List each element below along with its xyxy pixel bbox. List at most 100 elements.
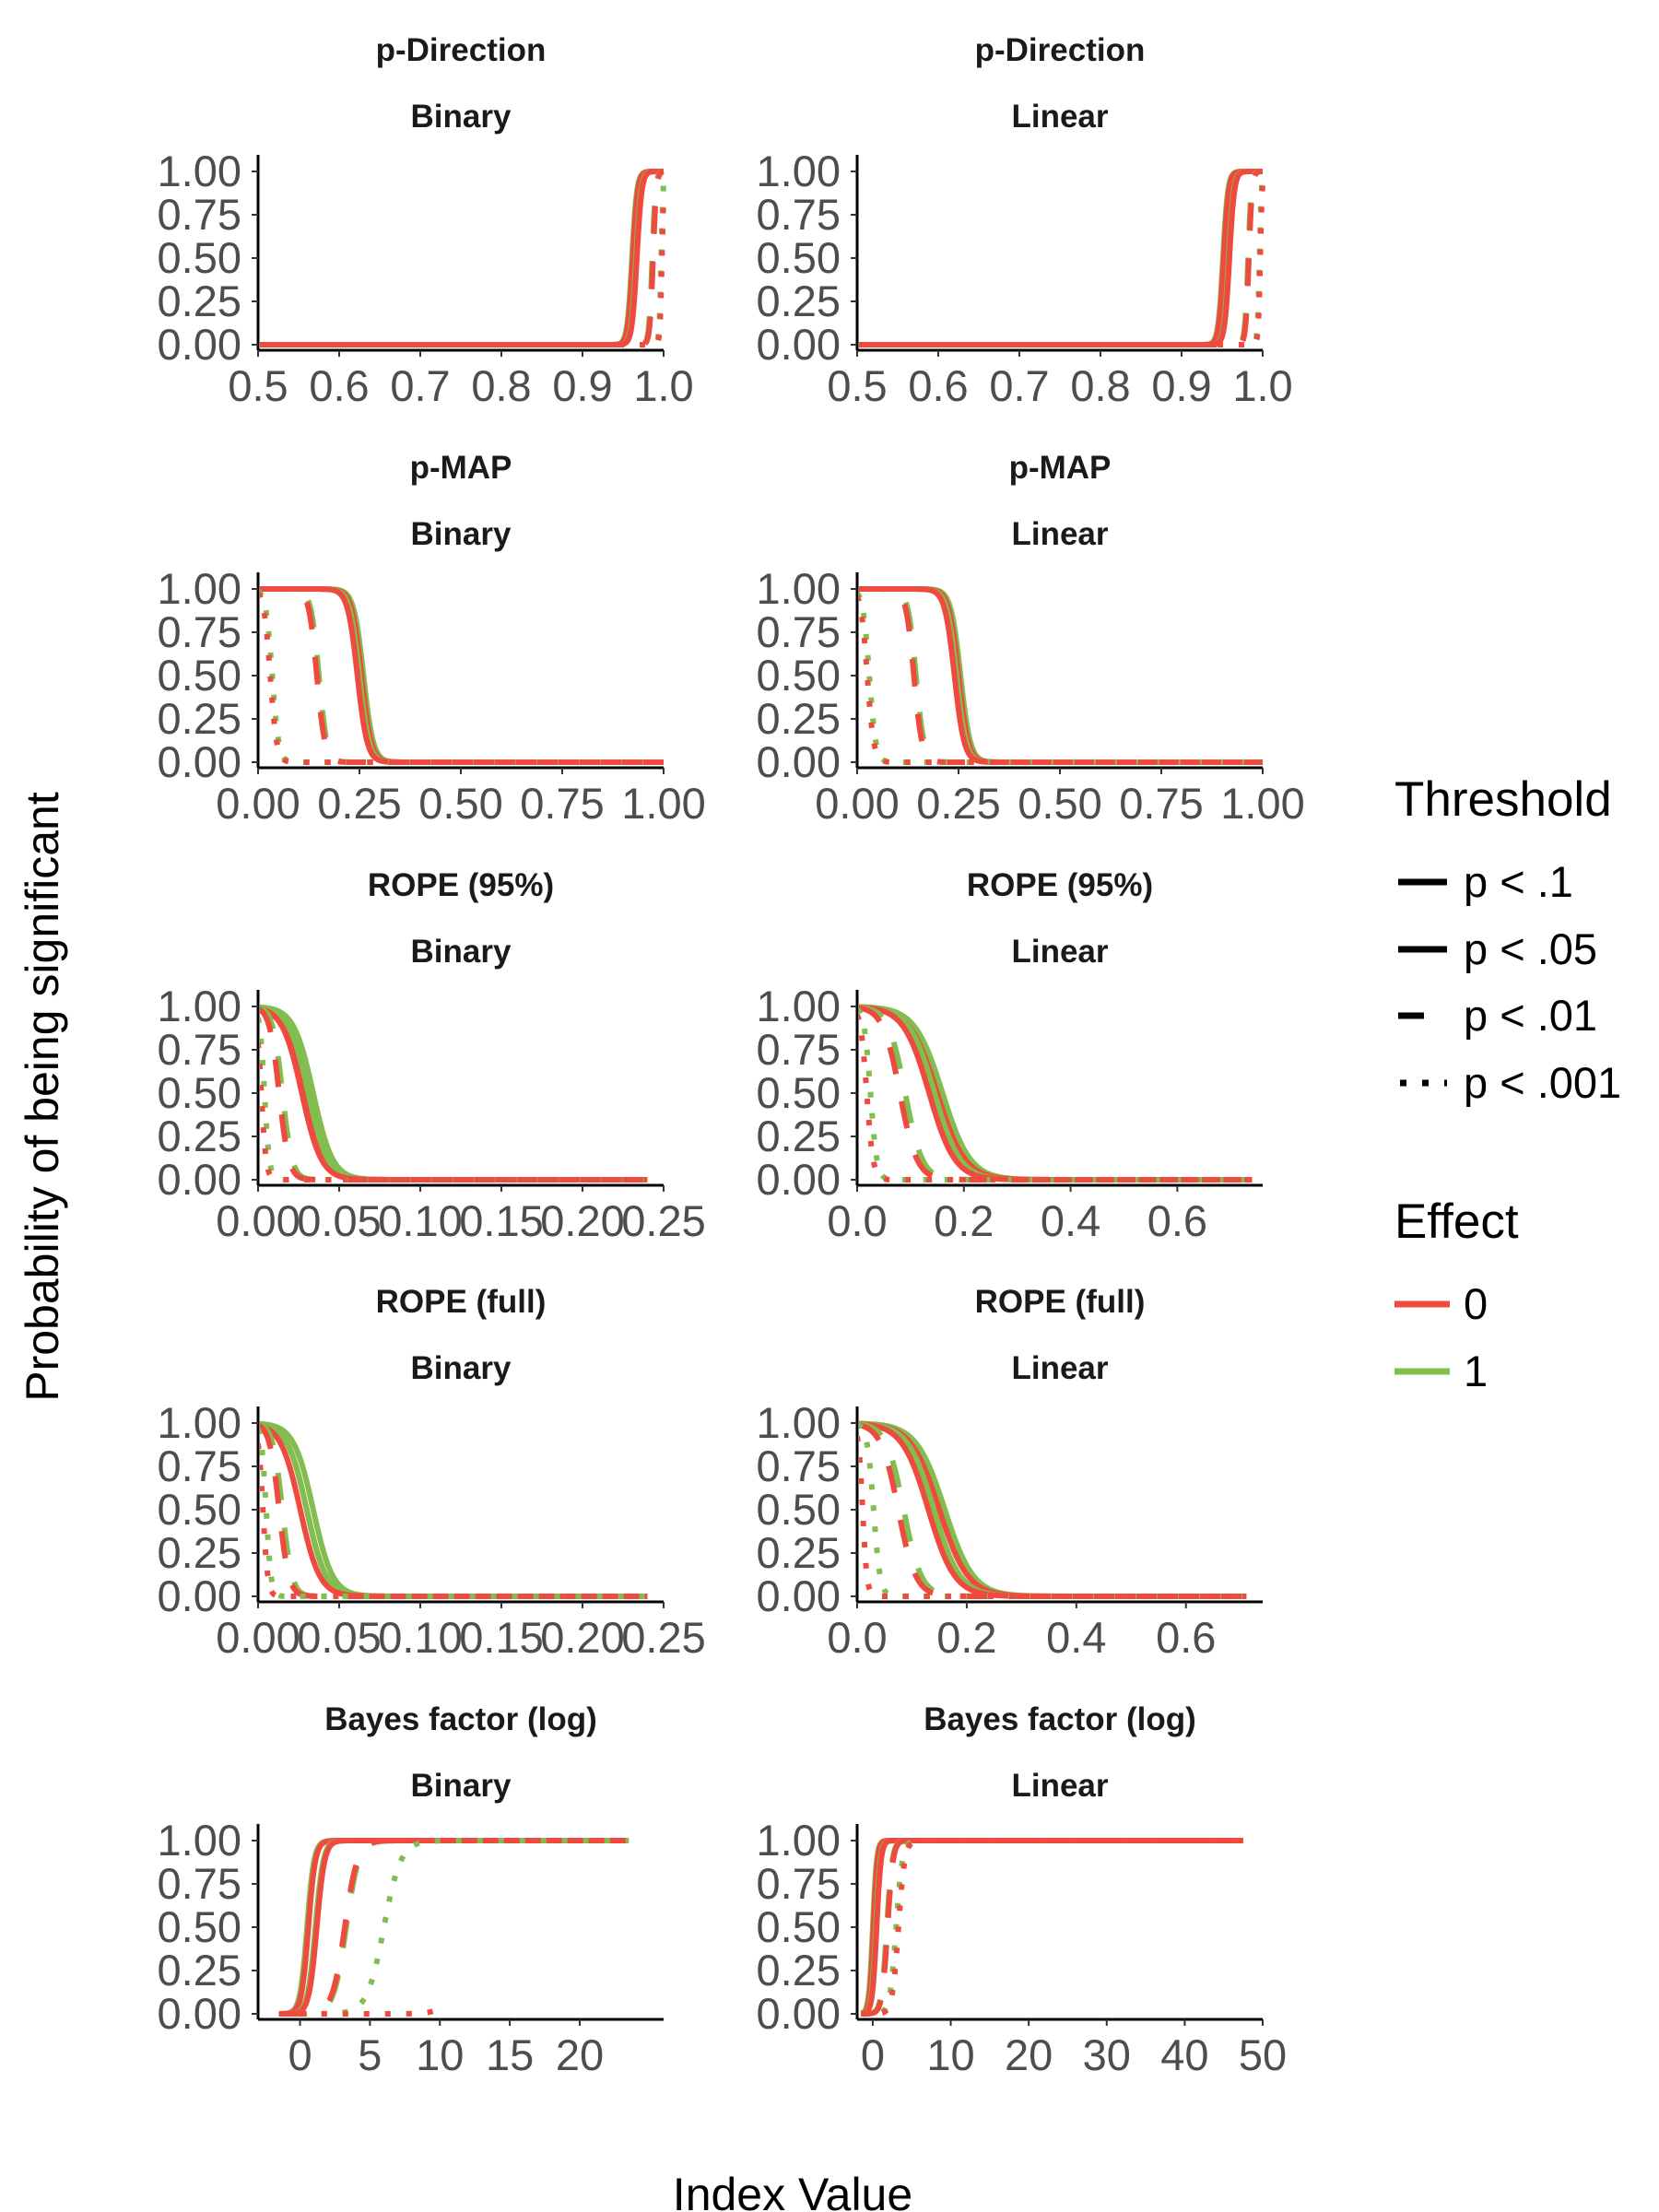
chart-panel: ROPE (95%) Linear 0.000.250.500.751.00 0.0 0… xyxy=(757,867,1263,1245)
x-tick-label: 0.2 xyxy=(934,1196,994,1245)
panel-model-title: Binary xyxy=(411,1350,512,1386)
series-line xyxy=(260,169,666,347)
y-tick-label: 1.00 xyxy=(757,564,841,613)
x-tick-label: 1.0 xyxy=(1232,361,1292,410)
y-tick-label: 0.00 xyxy=(757,737,841,786)
y-tick-label: 0.75 xyxy=(757,1859,841,1908)
series-line xyxy=(260,169,666,347)
x-tick-label: 20 xyxy=(1005,2030,1053,2079)
series-line xyxy=(859,1838,1246,2017)
legend-effect-label: 1 xyxy=(1464,1347,1488,1395)
x-tick-label: 0.20 xyxy=(540,1613,624,1662)
series-line xyxy=(859,591,1265,765)
series-line xyxy=(260,184,666,347)
x-tick-label: 0.6 xyxy=(309,361,369,410)
panel-index-title: p-Direction xyxy=(376,32,547,68)
x-tick-label: 0.5 xyxy=(228,361,288,410)
chart-panel: Bayes factor (log) Linear 0.000.250.500.75… xyxy=(757,1701,1288,2079)
y-tick-label: 0.25 xyxy=(757,1112,841,1160)
x-tick-label: 1.0 xyxy=(633,361,693,410)
x-tick-label: 0.6 xyxy=(908,361,968,410)
panel-index-title: p-MAP xyxy=(410,450,512,486)
legend-threshold-label: p < .1 xyxy=(1464,857,1573,906)
x-tick-label: 0.20 xyxy=(540,1196,624,1245)
panel-model-title: Binary xyxy=(411,1768,512,1804)
x-tick-label: 30 xyxy=(1083,2030,1131,2079)
y-tick-label: 0.00 xyxy=(757,1155,841,1204)
series-line xyxy=(859,177,1265,347)
series-line xyxy=(260,1422,650,1599)
x-tick-label: 0.0 xyxy=(827,1196,887,1245)
y-tick-label: 0.75 xyxy=(757,190,841,239)
x-tick-label: 0.00 xyxy=(216,779,300,828)
panel-model-title: Linear xyxy=(1011,516,1108,552)
series-line xyxy=(859,169,1265,347)
y-tick-label: 1.00 xyxy=(757,982,841,1030)
y-tick-label: 0.25 xyxy=(158,276,241,325)
y-tick-label: 1.00 xyxy=(757,147,841,195)
y-tick-label: 0.50 xyxy=(757,1485,841,1534)
x-tick-label: 0.00 xyxy=(216,1613,300,1662)
y-tick-label: 0.00 xyxy=(757,320,841,369)
y-tick-label: 0.25 xyxy=(757,694,841,743)
series-group xyxy=(859,586,1265,765)
series-line xyxy=(859,1838,1246,2017)
y-tick-label: 0.75 xyxy=(757,1441,841,1490)
series-line xyxy=(276,2008,436,2017)
series-line xyxy=(859,1838,1246,2017)
x-tick-label: 0.00 xyxy=(815,779,899,828)
series-line xyxy=(260,169,666,347)
series-line xyxy=(859,184,1265,347)
panel-index-title: p-Direction xyxy=(975,32,1146,68)
x-tick-label: 0.50 xyxy=(418,779,502,828)
y-tick-label: 0.25 xyxy=(158,1528,241,1577)
x-tick-label: 10 xyxy=(926,2030,974,2079)
x-tick-label: 10 xyxy=(416,2030,464,2079)
chart-panel: ROPE (95%)Binary0.000.250.500.751.000.00… xyxy=(158,867,706,1245)
y-axis-title: Probability of being significant xyxy=(17,792,68,1402)
series-line xyxy=(260,586,666,765)
y-tick-label: 1.00 xyxy=(757,1398,841,1447)
x-tick-label: 0.05 xyxy=(297,1196,381,1245)
chart-panel: p-Direction Linear 0.000.250.500.751.00 0.5… xyxy=(757,32,1293,410)
y-tick-label: 0.00 xyxy=(757,1989,841,2038)
y-tick-label: 0.75 xyxy=(158,1441,241,1490)
series-line xyxy=(859,169,1265,347)
series-line xyxy=(859,586,1265,765)
y-tick-label: 0.00 xyxy=(158,1989,241,2038)
y-tick-label: 0.25 xyxy=(757,1946,841,1994)
panel-index-title: ROPE (95%) xyxy=(368,867,554,903)
x-tick-label: 0.15 xyxy=(459,1613,543,1662)
y-tick-label: 0.50 xyxy=(757,233,841,282)
panel-index-title: p-MAP xyxy=(1009,450,1112,486)
y-tick-label: 0.25 xyxy=(158,1112,241,1160)
chart-panel: ROPE (full)Binary0.000.250.500.751.000.0… xyxy=(158,1284,706,1662)
y-tick-label: 1.00 xyxy=(158,564,241,613)
x-tick-label: 0.6 xyxy=(1156,1613,1216,1662)
legend-effect-label: 0 xyxy=(1464,1279,1488,1328)
series-line xyxy=(260,198,666,347)
y-tick-label: 0.50 xyxy=(158,1068,241,1117)
x-tick-label: 0.05 xyxy=(297,1613,381,1662)
series-line xyxy=(859,169,1265,347)
y-tick-label: 0.00 xyxy=(158,1571,241,1620)
y-tick-label: 1.00 xyxy=(158,982,241,1030)
y-tick-label: 0.75 xyxy=(158,607,241,656)
series-line xyxy=(260,169,666,347)
x-tick-label: 0 xyxy=(861,2030,885,2079)
series-group xyxy=(276,1838,631,2017)
legend-threshold-item: p < .01 xyxy=(1398,991,1597,1040)
panel-model-title: Linear xyxy=(1011,99,1108,135)
x-tick-label: 50 xyxy=(1239,2030,1287,2079)
series-line xyxy=(859,1838,1246,2017)
panel-index-title: Bayes factor (log) xyxy=(324,1701,597,1737)
series-line xyxy=(260,169,666,347)
y-tick-label: 0.75 xyxy=(158,190,241,239)
series-group xyxy=(260,1420,650,1599)
legend-effect-title: Effect xyxy=(1394,1194,1519,1249)
x-tick-label: 0.0 xyxy=(827,1613,887,1662)
series-group xyxy=(260,169,666,347)
chart-panel: Bayes factor (log) Binary 0.000.250.500.75… xyxy=(158,1701,664,2079)
panel-model-title: Binary xyxy=(411,934,512,970)
